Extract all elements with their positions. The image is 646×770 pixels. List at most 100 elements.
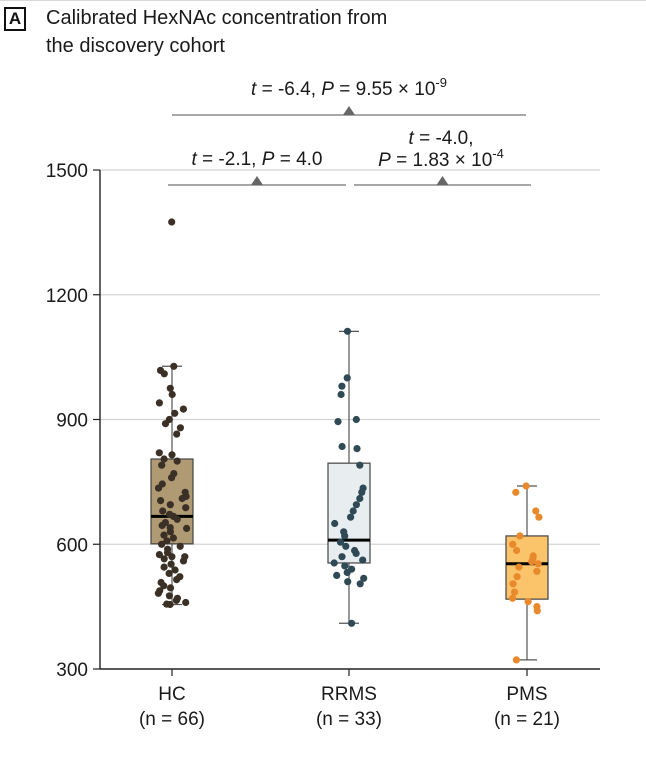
data-point xyxy=(173,515,181,523)
stat-rrms-pms-t: t = -4.0, xyxy=(409,128,474,149)
category-n-label: (n = 21) xyxy=(494,709,560,730)
stat-rrms-pms-t-part: = -4.0, xyxy=(414,128,474,149)
data-point xyxy=(356,580,364,588)
data-point xyxy=(158,540,166,548)
data-point xyxy=(336,538,345,546)
stat-hc-pms-part: = 9.55 × 10 xyxy=(334,79,435,100)
data-point xyxy=(334,418,342,426)
stat-hc-rrms-part: t xyxy=(192,149,198,170)
data-point xyxy=(170,362,178,370)
data-point xyxy=(533,607,541,615)
data-point xyxy=(338,553,346,561)
data-point xyxy=(161,420,170,428)
data-point xyxy=(157,497,165,505)
data-point xyxy=(166,524,174,532)
data-point xyxy=(352,415,360,424)
data-point xyxy=(173,457,181,465)
data-point xyxy=(160,563,168,571)
data-point xyxy=(171,566,179,574)
data-point xyxy=(356,494,364,503)
data-point xyxy=(513,573,521,581)
data-point xyxy=(158,461,166,469)
data-point xyxy=(155,449,163,457)
data-point xyxy=(358,488,366,496)
data-point xyxy=(166,501,174,509)
data-point xyxy=(169,534,177,542)
data-point xyxy=(155,399,163,407)
bracket-marker xyxy=(251,176,263,185)
data-point xyxy=(155,551,163,559)
stat-hc-rrms-part: P xyxy=(262,149,275,170)
data-point xyxy=(348,619,356,627)
stat-rrms-pms-p-part: -4 xyxy=(492,146,504,161)
data-point xyxy=(183,524,191,533)
y-tick-label: 1200 xyxy=(46,286,88,307)
data-point xyxy=(352,501,360,509)
stat-hc-rrms-part: = -2.1, xyxy=(197,149,262,170)
data-point xyxy=(178,494,186,503)
data-point xyxy=(182,504,190,512)
data-point xyxy=(173,576,181,584)
data-point xyxy=(168,451,176,459)
category-n-label: (n = 33) xyxy=(316,709,382,730)
data-point xyxy=(524,598,532,606)
data-point xyxy=(337,390,345,399)
data-point xyxy=(179,557,188,565)
data-point xyxy=(532,507,540,515)
stat-hc-pms-part: t xyxy=(251,79,257,100)
data-point xyxy=(330,559,338,567)
stat-rrms-pms-p-part: P xyxy=(378,150,391,171)
data-point xyxy=(342,542,350,550)
data-point xyxy=(338,442,346,451)
data-point xyxy=(512,488,520,496)
data-point xyxy=(160,555,168,563)
y-tick-label: 300 xyxy=(56,660,88,681)
stat-hc-pms-part: -9 xyxy=(435,75,447,90)
data-point xyxy=(179,405,187,413)
bracket-marker xyxy=(436,176,449,185)
data-point xyxy=(182,598,190,607)
data-point xyxy=(333,571,341,580)
panel-title-line2: the discovery cohort xyxy=(46,35,225,57)
data-point xyxy=(534,560,542,568)
data-point xyxy=(171,409,179,417)
data-point xyxy=(165,569,173,578)
box-rrms xyxy=(327,462,371,564)
data-point xyxy=(349,507,357,515)
stat-hc-pms-part: = -6.4, xyxy=(256,79,321,100)
data-point xyxy=(168,553,176,561)
data-point xyxy=(166,584,175,592)
data-point xyxy=(533,567,541,575)
category-label: HC xyxy=(158,684,185,705)
data-point xyxy=(515,563,523,571)
panel-title-line1: Calibrated HexNAc concentration from xyxy=(46,7,388,29)
data-point xyxy=(173,430,181,438)
data-point xyxy=(172,596,180,605)
data-point xyxy=(168,218,176,226)
data-point xyxy=(166,384,174,392)
stat-hc-rrms-part: = 4.0 xyxy=(274,149,322,170)
y-tick-label: 900 xyxy=(56,411,88,432)
data-point xyxy=(331,519,339,528)
data-point xyxy=(160,370,168,378)
data-point xyxy=(176,424,184,432)
data-points xyxy=(154,218,543,664)
data-point xyxy=(343,327,352,335)
category-label: RRMS xyxy=(321,684,377,705)
category-label: PMS xyxy=(506,684,547,705)
data-point xyxy=(176,542,184,550)
bracket-marker xyxy=(343,106,355,115)
panel-title: Calibrated HexNAc concentration from the… xyxy=(46,4,606,60)
data-point xyxy=(160,582,168,590)
data-point xyxy=(516,532,524,540)
data-point xyxy=(159,507,167,515)
data-point xyxy=(343,568,351,577)
data-point xyxy=(166,600,174,609)
data-point xyxy=(160,455,168,463)
data-point xyxy=(510,588,519,596)
data-point xyxy=(154,589,162,597)
data-point xyxy=(165,592,173,600)
stat-hc-pms-part: P xyxy=(321,79,334,100)
